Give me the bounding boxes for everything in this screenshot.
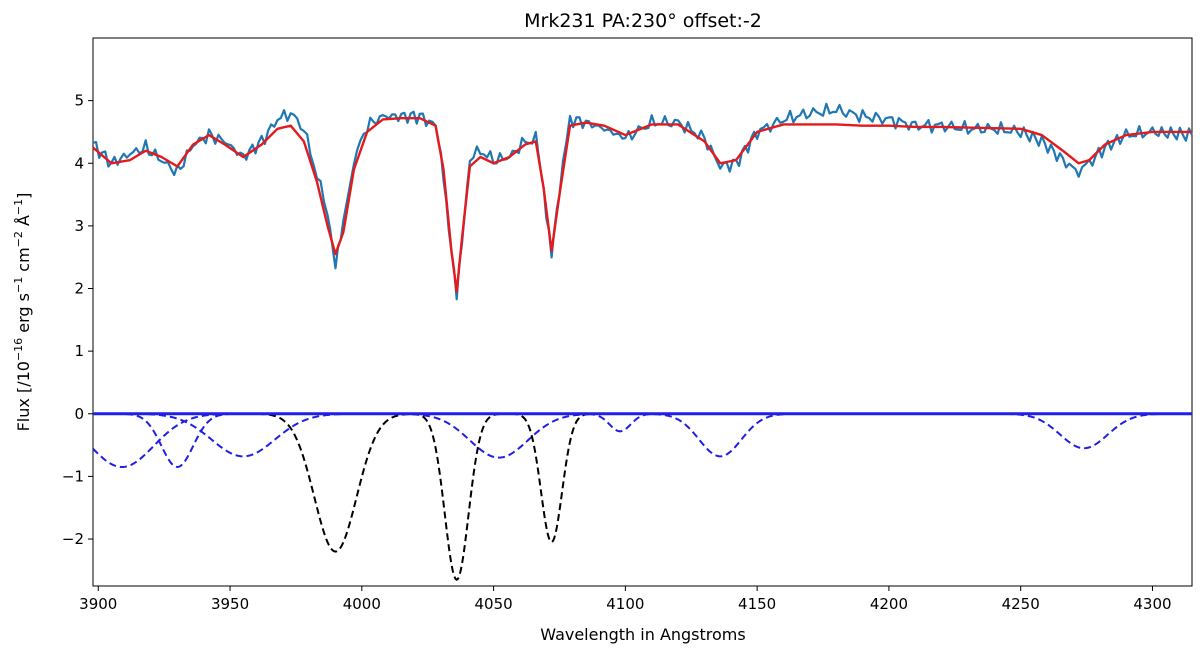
x-tick-label: 4150	[738, 595, 776, 613]
y-tick-label: 3	[74, 217, 84, 235]
blue-component-curve	[93, 412, 1192, 469]
x-tick-label: 4250	[1002, 595, 1040, 613]
black-component-curve	[93, 412, 1192, 544]
blue-component-curve	[93, 412, 1192, 433]
plot-area	[92, 37, 1194, 587]
x-axis: 3900 3950 4000 4050 4100 4150 4200 4250 4300	[79, 586, 1172, 613]
x-tick-label: 3950	[211, 595, 249, 613]
x-tick-label: 4300	[1133, 595, 1171, 613]
x-tick-label: 4000	[343, 595, 381, 613]
y-tick-label: 1	[74, 342, 84, 360]
fit-line	[92, 116, 1192, 293]
y-axis-title: Flux [/10−16 erg s−1 cm−2 Å−1]	[12, 193, 33, 432]
black-component-curve	[93, 412, 1192, 582]
black-component-curve	[93, 412, 1192, 553]
blue-component-curve	[92, 412, 1192, 469]
x-tick-label: 4200	[870, 595, 908, 613]
y-tick-label: 4	[74, 154, 84, 172]
y-tick-label: 2	[74, 280, 84, 298]
y-tick-label: 5	[74, 92, 84, 110]
observed-spectrum-line	[92, 102, 1194, 301]
series-layer	[92, 102, 1194, 301]
blue-component-curve	[93, 412, 1192, 458]
y-axis: −2 −1 0 1 2 3 4 5	[62, 92, 93, 548]
blue-component-curve	[93, 412, 1192, 458]
chart-title: Mrk231 PA:230° offset:-2	[524, 10, 762, 32]
plot-frame	[92, 37, 1193, 587]
x-tick-label: 4100	[606, 595, 644, 613]
y-tick-label: −1	[62, 467, 84, 485]
blue-component-curve	[93, 412, 1192, 450]
y-tick-label: 0	[74, 405, 84, 423]
y-tick-label: −2	[62, 530, 84, 548]
x-axis-title: Wavelength in Angstroms	[540, 625, 745, 644]
components-layer	[92, 412, 1192, 582]
x-tick-label: 3900	[79, 595, 117, 613]
x-tick-label: 4050	[475, 595, 513, 613]
